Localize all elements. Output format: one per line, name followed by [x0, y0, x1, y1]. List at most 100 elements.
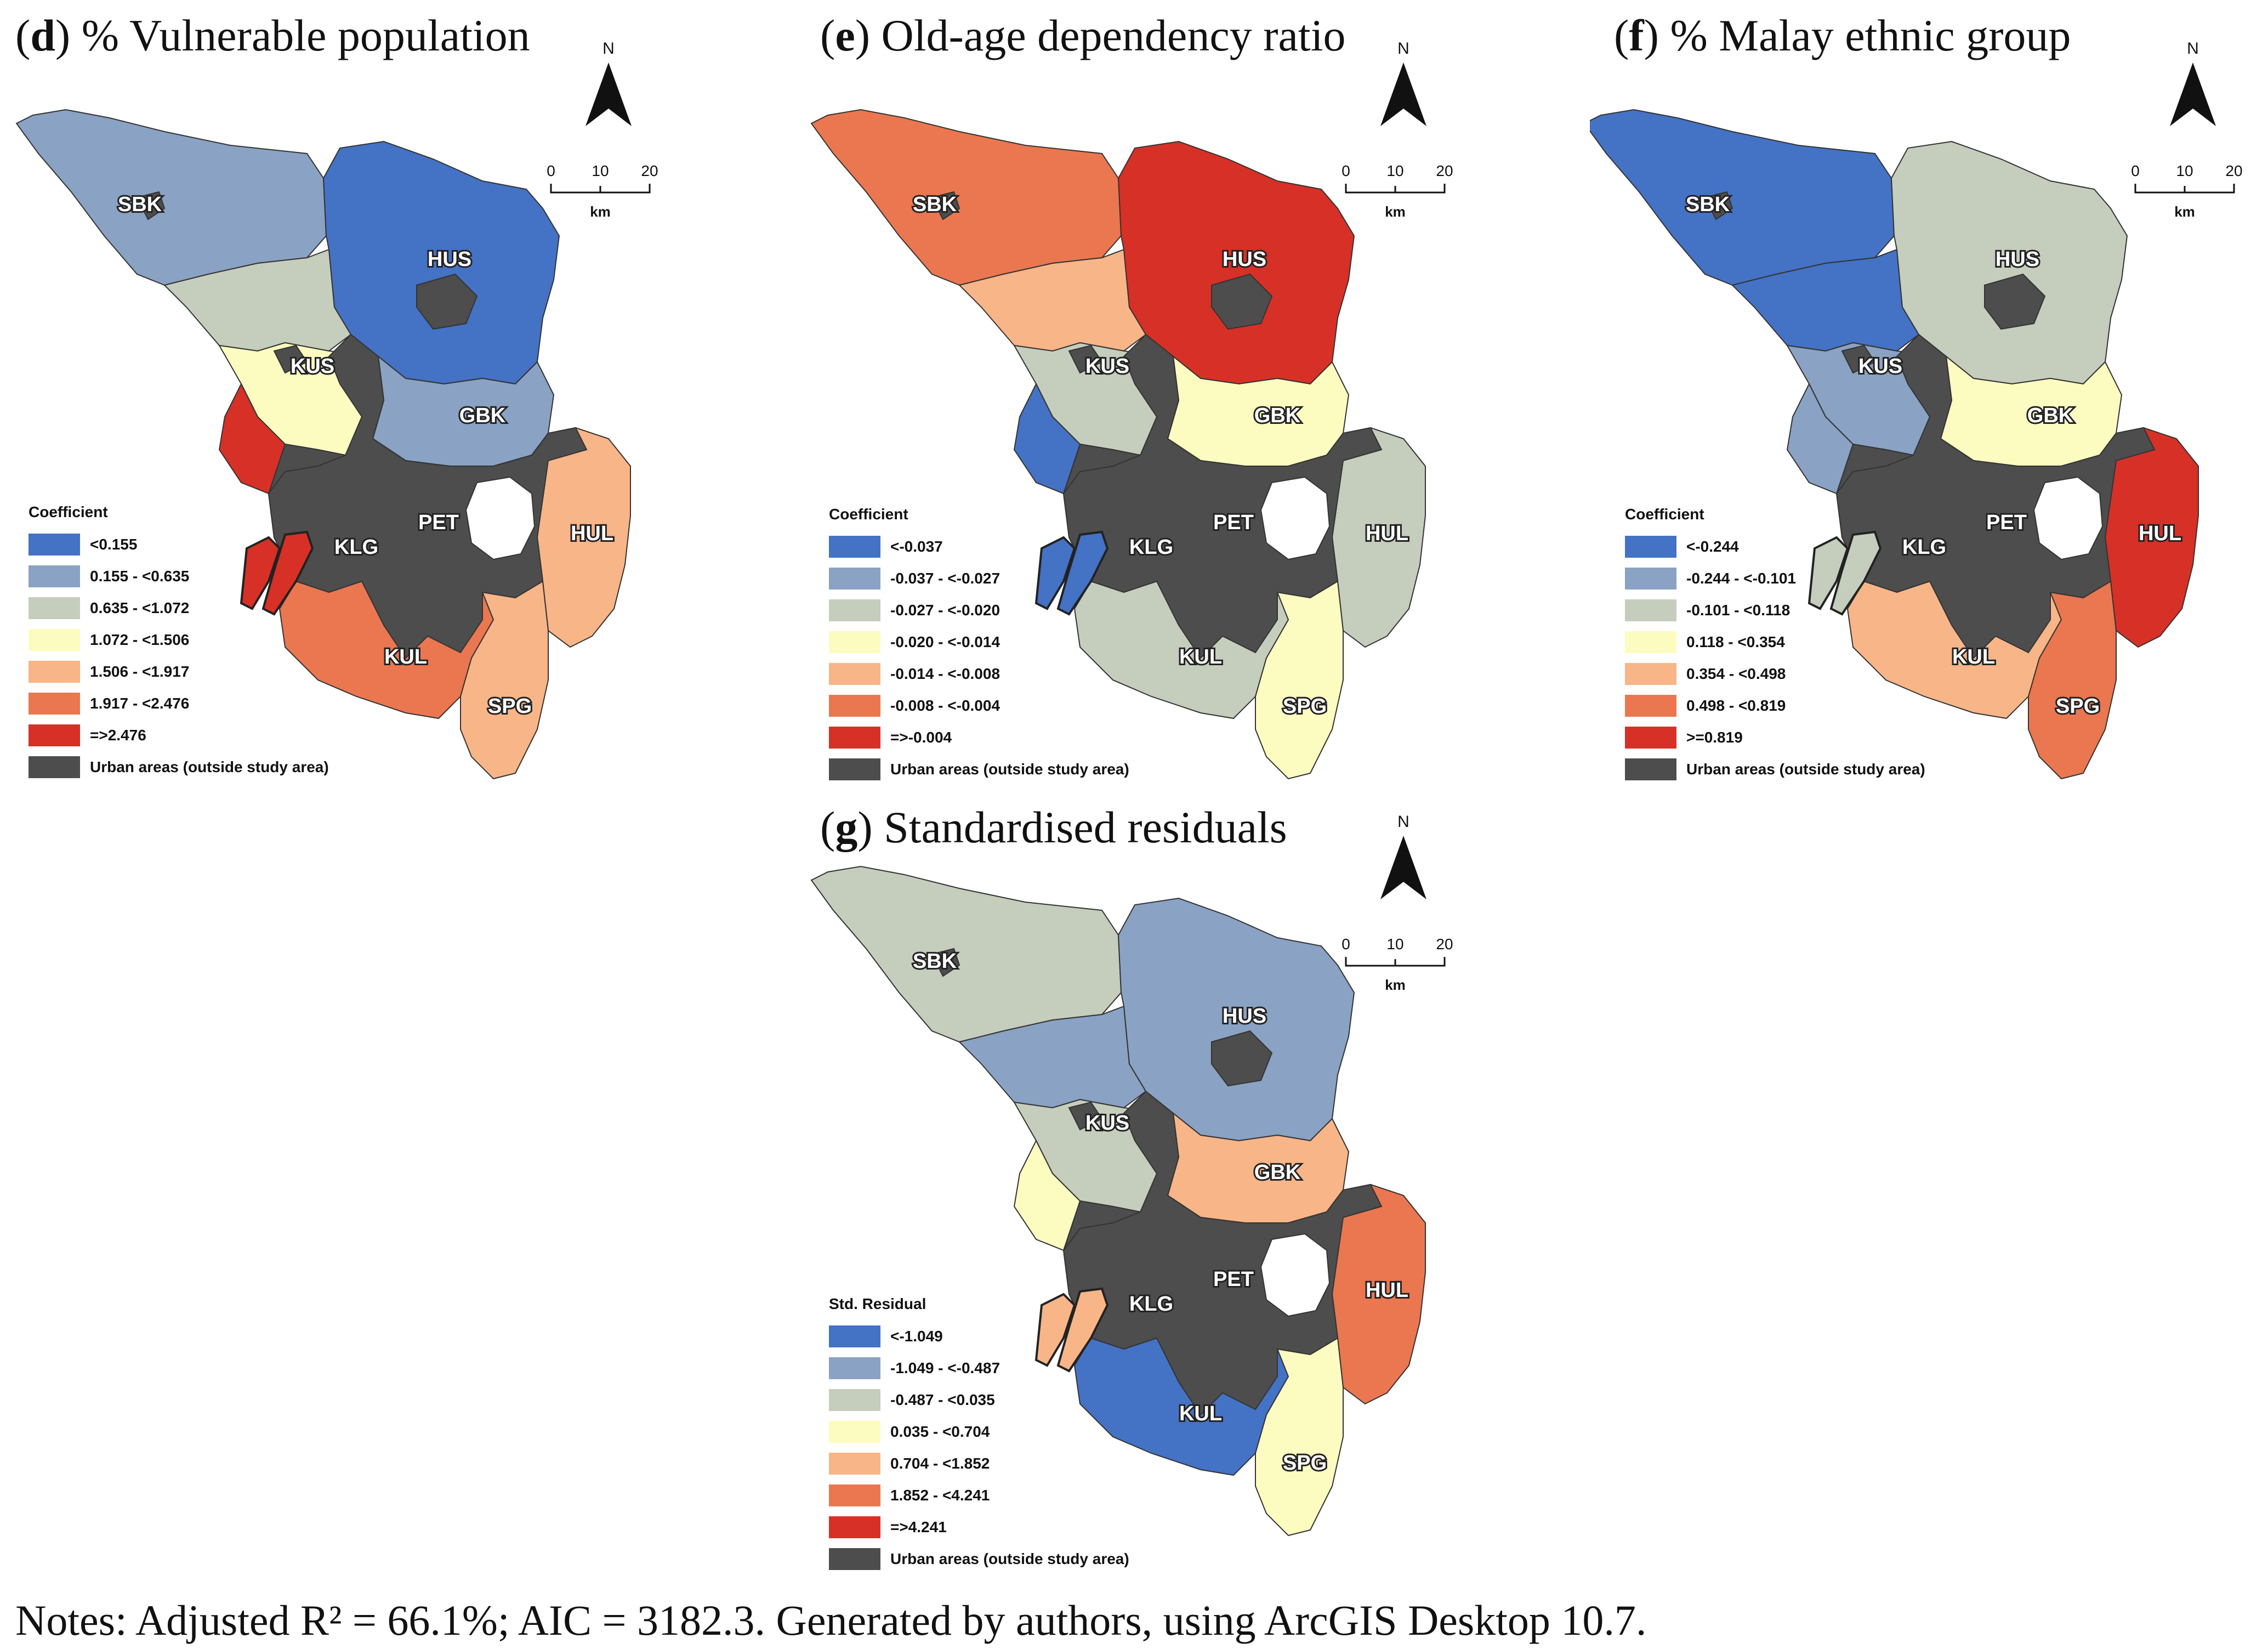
figure-notes: Notes: Adjusted R² = 66.1%; AIC = 3182.3… [15, 1596, 1647, 1644]
scale-bar: 0 10 20 km [1342, 936, 1453, 993]
scale-tick-label: 10 [1386, 162, 1403, 179]
legend-swatch [829, 536, 880, 558]
legend-swatch [29, 597, 80, 619]
legend-item: -0.020 - <-0.014 [829, 626, 1129, 658]
district-label: KLG [1129, 1293, 1173, 1316]
legend-swatch [1625, 631, 1676, 653]
north-label: N [1397, 39, 1409, 58]
excluded-area [1260, 476, 1331, 560]
scale-tick-label: 10 [1386, 936, 1403, 953]
north-label: N [1397, 813, 1409, 831]
north-arrow-icon: N [2170, 39, 2216, 126]
urban-area [273, 344, 308, 374]
scale-bar-line [1345, 957, 1446, 967]
legend-label: =>-0.004 [890, 729, 952, 746]
district-label: HUL [571, 522, 613, 545]
island [1829, 530, 1882, 616]
legend-item: 1.917 - <2.476 [29, 688, 329, 719]
legend-item: -1.049 - <-0.487 [829, 1352, 1129, 1384]
legend: Coefficient <-0.037 -0.037 - <-0.027 -0.027… [829, 506, 1129, 785]
legend-swatch [1625, 568, 1676, 590]
legend-item: >=0.819 [1625, 722, 1925, 753]
legend-label: -0.487 - <0.035 [890, 1391, 995, 1408]
legend-swatch [1625, 695, 1676, 717]
region-spg [1255, 580, 1344, 780]
legend-label: -0.020 - <-0.014 [890, 633, 1001, 650]
map-body: SBK HUS KUS GBK PET HUL KLG KUL SPG N 0 10 20 km [810, 39, 1453, 780]
scale-bar-line [550, 184, 651, 194]
region-spg [460, 580, 549, 780]
north-label: N [602, 39, 615, 58]
legend-swatch [29, 661, 80, 683]
district-label: KUS [291, 355, 334, 378]
legend-swatch [829, 1453, 880, 1475]
map-body: SBK HUS KUS GBK PET HUL KLG KUL SPG N 0 10 20 km [810, 813, 1453, 1537]
urban-area [1835, 333, 2156, 659]
legend-swatch [29, 534, 80, 556]
legend-label: 0.635 - <1.072 [90, 599, 190, 616]
district-label: SBK [1686, 193, 1730, 216]
urban-area [416, 273, 478, 330]
legend-item: -0.008 - <-0.004 [829, 690, 1129, 722]
legend-swatch [829, 663, 880, 685]
scale-tick-label: 0 [547, 162, 555, 179]
scale-tick-label: 10 [2176, 162, 2193, 179]
map: SBK HUS KUS GBK PET HUL KLG KUL SPG N 0 10 20 km [810, 39, 1453, 780]
district-label: GBK [459, 404, 506, 427]
legend-label: -0.101 - <0.118 [1686, 602, 1790, 619]
urban-area [1211, 273, 1273, 330]
legend-label: Urban areas (outside study area) [90, 758, 329, 775]
urban-area [931, 948, 960, 977]
legend: Std. Residual <-1.049 -1.049 - <-0.487 -0.4… [829, 1295, 1129, 1575]
legend-label: -0.027 - <-0.020 [890, 602, 1001, 619]
map: SBK HUS KUS GBK PET HUL KLG KUL SPG N 0 10 20 km [810, 813, 1453, 1537]
map: SBK HUS KUS GBK PET HUL KLG KUL SPG N 0 10 20 km [1590, 39, 2243, 780]
legend-item: 1.506 - <1.917 [29, 656, 329, 688]
legend-swatch [829, 599, 880, 621]
map: SBK HUS KUS GBK PET HUL KLG KUL SPG N 0 10 20 km [15, 39, 658, 780]
legend-swatch [829, 1484, 880, 1506]
district-label: HUS [1223, 248, 1266, 271]
legend-label: -1.049 - <-0.487 [890, 1359, 1001, 1376]
scale-tick-label: 0 [1342, 162, 1350, 179]
legend-item: 0.635 - <1.072 [29, 592, 329, 624]
north-arrow-shape [1380, 836, 1426, 899]
district-label: KUL [1179, 1402, 1222, 1425]
panel-title: (g) Standardised residuals [820, 802, 1287, 852]
district-label: HUS [1223, 1005, 1266, 1028]
district-label: GBK [2027, 404, 2074, 427]
panel-f: (f) % Malay ethnic group SBK HUS KUS GBK PET… [1590, 0, 2268, 806]
legend-label: 1.917 - <2.476 [90, 695, 190, 712]
legend-item: 0.155 - <0.635 [29, 560, 329, 592]
panel-title: (e) Old-age dependency ratio [820, 10, 1346, 60]
legend-label: 1.072 - <1.506 [90, 631, 190, 648]
district-label: SBK [913, 950, 957, 973]
legend-label: 0.354 - <0.498 [1686, 665, 1786, 682]
legend-item: -0.487 - <0.035 [829, 1384, 1129, 1416]
legend-swatch [829, 695, 880, 717]
panel-g: (g) Standardised residuals SBK HUS KUS GBK P… [795, 790, 1557, 1590]
district-label: HUL [1366, 1279, 1408, 1302]
legend-label: Urban areas (outside study area) [890, 1550, 1129, 1567]
region-spg [2028, 580, 2117, 780]
urban-area [1068, 344, 1103, 374]
legend-item: -0.037 - <-0.027 [829, 563, 1129, 594]
legend-title: Std. Residual [829, 1295, 926, 1312]
district-label: SPG [1283, 1452, 1327, 1475]
scale-tick-label: 20 [641, 162, 658, 179]
panel-e: (e) Old-age dependency ratio SBK HUS KUS GB… [795, 0, 1557, 806]
legend-swatch [829, 1548, 880, 1570]
legend-swatch [829, 1421, 880, 1443]
urban-area [1704, 191, 1733, 220]
legend-title: Coefficient [829, 506, 908, 523]
legend-item: 0.118 - <0.354 [1625, 626, 1925, 658]
legend-label: -0.008 - <-0.004 [890, 697, 1001, 714]
region-coast [218, 382, 286, 495]
district-label: PET [1213, 1268, 1254, 1291]
north-label: N [2187, 39, 2199, 58]
legend-swatch [29, 693, 80, 715]
legend-swatch [1625, 663, 1676, 685]
legend-item: Urban areas (outside study area) [829, 1543, 1129, 1575]
legend-item: 0.354 - <0.498 [1625, 658, 1925, 690]
district-label: KUS [1085, 355, 1129, 378]
